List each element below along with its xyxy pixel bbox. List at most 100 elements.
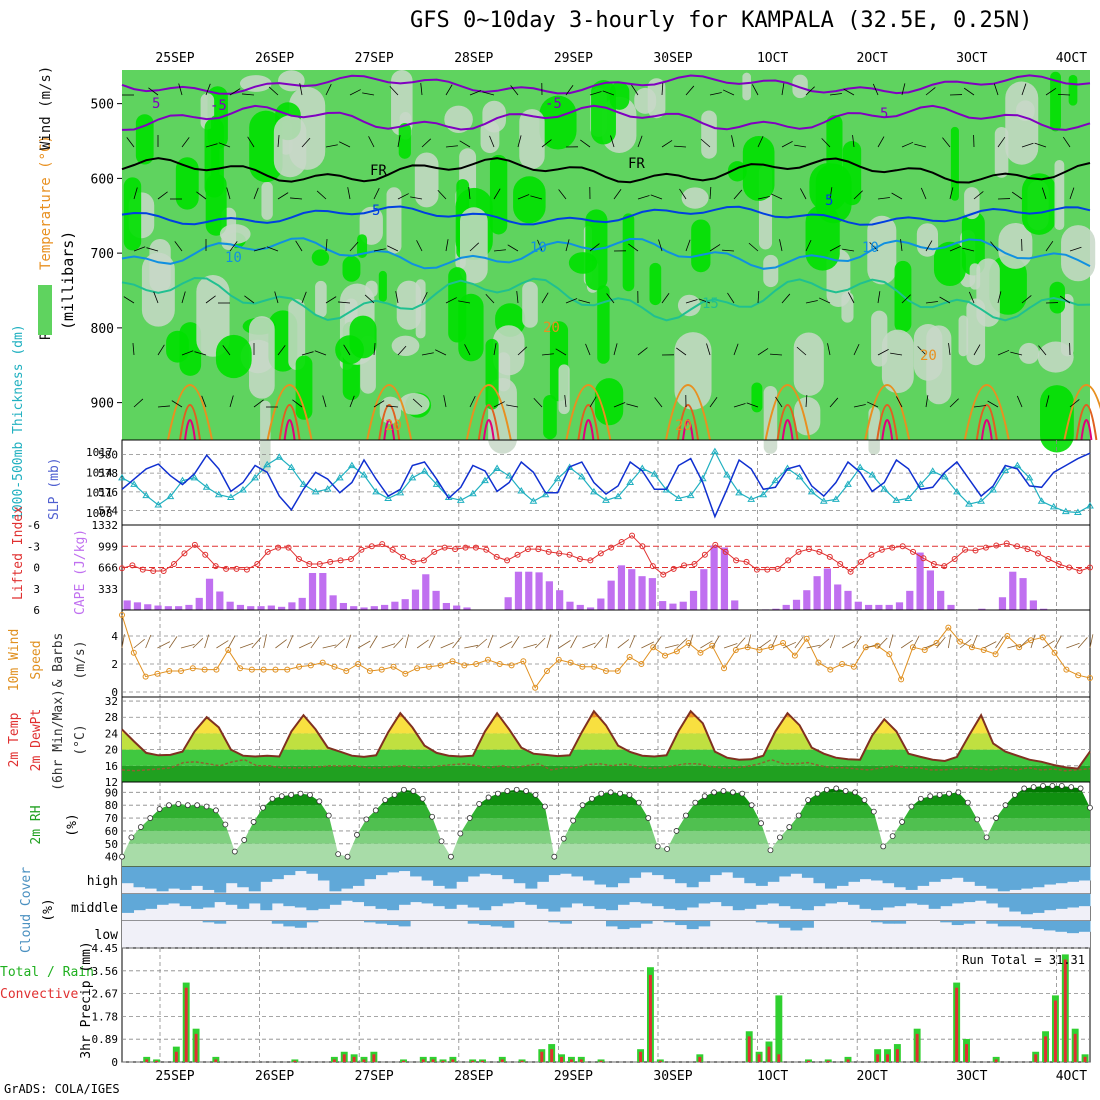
cloud-bar <box>525 867 538 889</box>
rh-dry-patch <box>239 75 272 92</box>
cloud-bar <box>986 894 999 904</box>
lifted-index-marker <box>785 557 792 564</box>
wind-barb <box>493 343 497 356</box>
wind-barb <box>853 343 860 356</box>
cloud-bar <box>179 867 192 890</box>
wind-barb <box>171 400 183 408</box>
rh-moist-patch <box>809 163 848 212</box>
rh-marker <box>513 786 520 793</box>
bottom-date-label: 1OCT <box>757 1069 788 1084</box>
rh-marker <box>1021 785 1028 792</box>
cloud-bar <box>225 867 238 884</box>
cape-bar <box>576 604 584 610</box>
wind-barb <box>962 247 975 252</box>
rh-marker <box>711 789 717 796</box>
thickness-marker <box>384 494 393 501</box>
lifted-index-marker <box>202 551 209 558</box>
rh-dry-patch <box>196 275 230 357</box>
wind-speed-marker <box>850 663 857 670</box>
wind-barb-10m <box>995 636 1004 649</box>
hot-contour <box>482 419 495 441</box>
wind-barb-10m <box>593 637 604 649</box>
pressure-tick-label: 900 <box>91 397 114 412</box>
wind-barb <box>1021 295 1032 304</box>
wind-axis-title: (m/s) <box>73 640 88 679</box>
cloud-bar <box>329 894 342 905</box>
cape-bar <box>607 580 615 610</box>
wind-barb <box>610 135 615 148</box>
wind-speed-marker <box>402 670 409 677</box>
lifted-index-marker <box>618 539 625 545</box>
wind-speed-marker <box>296 663 303 670</box>
rh-dry-patch <box>149 238 171 293</box>
cape-bar <box>772 608 780 610</box>
rh-marker <box>739 790 746 797</box>
lifted-index-marker <box>420 557 427 564</box>
lifted-index-marker <box>295 556 302 562</box>
wind-barb <box>349 89 361 96</box>
thickness-tick-label: 578 <box>98 467 118 480</box>
precip-conv-bar <box>876 1054 880 1062</box>
wind-barb <box>157 191 168 200</box>
precip-tick-label: 2.67 <box>92 988 119 1001</box>
rh-marker <box>842 788 849 794</box>
cloud-bar <box>629 894 642 903</box>
wind-speed-marker <box>803 635 810 642</box>
wind-barb <box>362 92 375 96</box>
rh-marker <box>419 795 426 802</box>
thickness-marker <box>1049 502 1058 510</box>
cloud-bar <box>813 867 826 884</box>
wind-barb <box>174 241 183 252</box>
lifted-index-marker <box>826 553 833 560</box>
wind-barb <box>493 401 505 408</box>
lifted-index-marker <box>670 565 677 572</box>
wind-barb-10m <box>428 635 436 649</box>
rh-marker <box>335 851 342 858</box>
rh-marker <box>457 830 464 837</box>
wind-barb-10m <box>1042 640 1055 649</box>
wind-barb <box>421 138 432 148</box>
cloud-bar <box>871 894 884 911</box>
wind-barb <box>226 187 231 200</box>
lifted-index-marker <box>243 566 250 573</box>
wind-speed-marker <box>1063 666 1070 673</box>
lifted-index-marker <box>982 544 989 551</box>
cloud-bar <box>548 921 561 923</box>
cloud-bar <box>317 894 330 909</box>
thickness-marker <box>1001 466 1010 473</box>
wind-barb <box>464 344 471 356</box>
lifted-index-marker <box>889 544 896 551</box>
lifted-index-marker <box>951 556 958 562</box>
lifted-index-marker <box>649 563 656 570</box>
cape-bar <box>813 576 821 610</box>
wind-barb <box>373 188 380 200</box>
cape-bar <box>823 568 832 610</box>
rh-marker <box>776 834 783 841</box>
cloud-bar <box>997 894 1010 908</box>
cloud-bar <box>467 894 480 908</box>
cape-bar <box>370 606 378 610</box>
wind-barb-10m <box>369 635 378 649</box>
wind-barb <box>1069 399 1080 408</box>
wind-speed-marker <box>968 644 975 651</box>
wind-speed-marker <box>827 666 834 673</box>
cloud-bar <box>640 921 653 924</box>
cape-bar <box>463 607 471 610</box>
precip-conv-bar <box>540 1051 544 1062</box>
lifted-tick-label: -3 <box>27 540 40 553</box>
wind-barb <box>133 187 138 200</box>
wind-speed-marker <box>378 666 385 673</box>
cape-bar <box>298 597 306 610</box>
wind-speed-marker <box>685 640 692 646</box>
rh-marker <box>654 843 661 850</box>
cape-bar <box>731 600 739 610</box>
wind-barb-10m <box>1030 634 1036 649</box>
rh-dry-patch <box>793 332 824 396</box>
wind-barb <box>338 301 351 304</box>
cloud-bar <box>997 921 1010 927</box>
rh-dry-patch <box>444 105 473 134</box>
precip-conv-bar <box>955 987 959 1062</box>
rh-marker <box>250 819 257 825</box>
temp-axis-title: 2m Temp <box>7 712 22 767</box>
wind-speed-marker <box>815 659 822 666</box>
